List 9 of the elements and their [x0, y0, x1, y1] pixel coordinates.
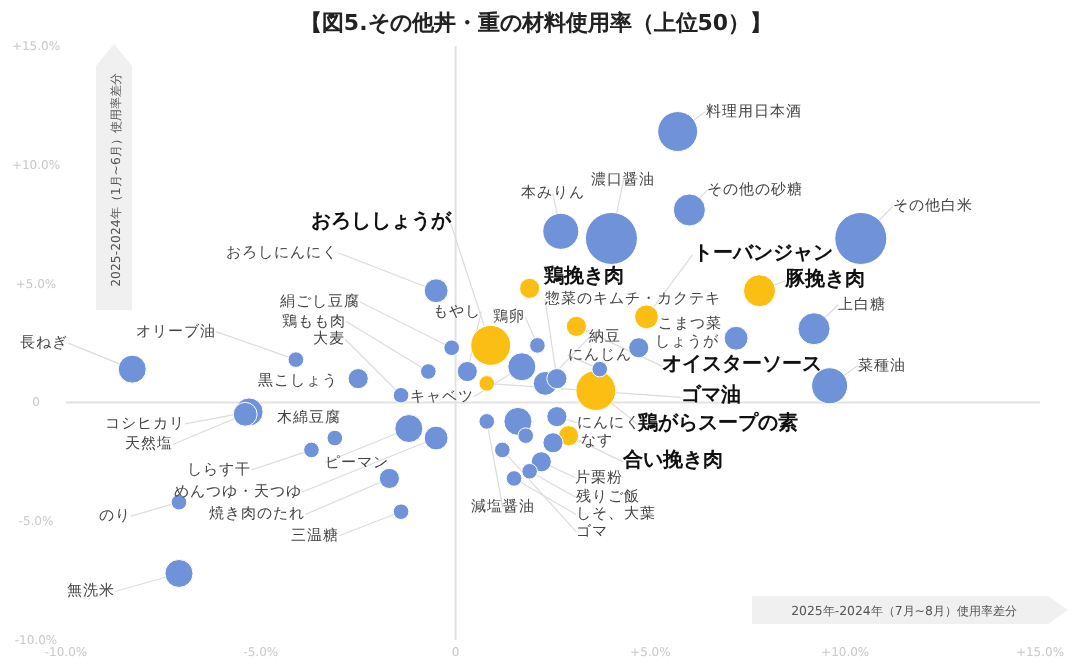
chart-title: 【図5.その他丼・重の材料使用率（上位50）】 — [299, 10, 773, 36]
annotation: 鶏がらスープの素 — [635, 410, 798, 435]
annotation: 鶏挽き肉 — [541, 264, 624, 289]
annotation: ゴマ油 — [680, 383, 741, 408]
annotation: 豚挽き肉 — [783, 266, 866, 291]
annotation: トーバンジャン — [692, 242, 833, 265]
annotation: おろししょうが — [310, 211, 453, 234]
annotation: オイスターソース — [662, 354, 823, 377]
annotation: 合い挽き肉 — [620, 447, 723, 472]
